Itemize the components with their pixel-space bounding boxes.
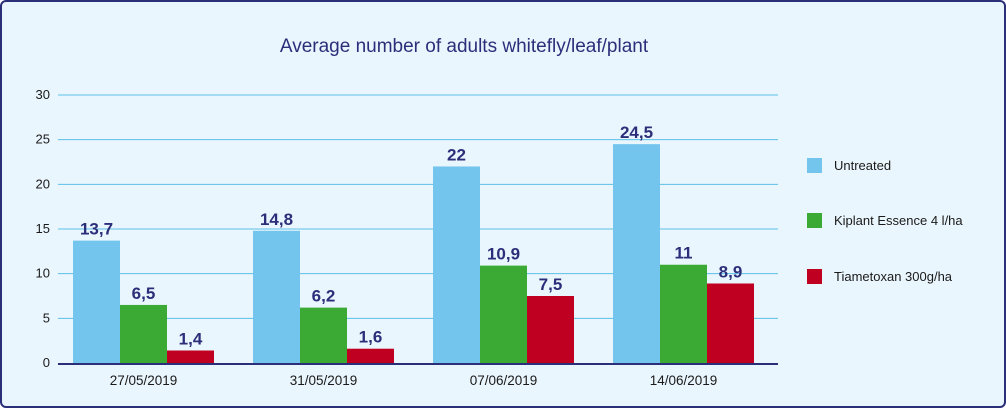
legend-swatch-2	[807, 213, 822, 228]
data-label: 10,9	[487, 245, 520, 264]
legend-label-1: Untreated	[834, 158, 891, 173]
y-tick-label: 25	[36, 132, 50, 147]
data-label: 1,4	[179, 329, 203, 348]
bar-1-2	[253, 230, 300, 363]
data-label: 14,8	[260, 210, 293, 229]
data-labels: 13,7 6,5 1,4 14,8 6,2 1,6 22 10,9 7,5 24,5 11 8,9	[80, 123, 742, 348]
chart-title: Average number of adults whitefly/leaf/p…	[280, 36, 649, 57]
legend-swatch-1	[807, 158, 822, 173]
bar-2-4	[660, 264, 707, 363]
data-label: 13,7	[80, 220, 113, 239]
bar-2-2	[300, 307, 347, 363]
x-tick-label: 07/06/2019	[470, 373, 538, 388]
bar-3-3	[527, 296, 574, 363]
y-tick-label: 30	[36, 87, 50, 102]
data-label: 6,5	[132, 284, 156, 303]
bar-1-1	[73, 240, 120, 363]
bar-1-4	[613, 144, 660, 363]
bar-3-1	[167, 350, 214, 363]
data-label: 1,6	[359, 328, 383, 347]
y-tick-label: 5	[43, 310, 50, 325]
y-tick-label: 10	[36, 266, 50, 281]
y-tick-label: 0	[43, 355, 50, 370]
x-tick-label: 31/05/2019	[290, 373, 358, 388]
legend-swatch-3	[807, 269, 822, 284]
legend: Untreated Kiplant Essence 4 l/ha Tiametoxa…	[807, 158, 963, 284]
legend-label-3: Tiametoxan 300g/ha	[834, 269, 953, 284]
data-label: 22	[447, 145, 466, 164]
data-label: 24,5	[620, 123, 653, 142]
x-axis-ticks: 27/05/2019 31/05/2019 07/06/2019 14/06/2019	[110, 373, 718, 388]
bar-2-1	[120, 304, 167, 363]
x-tick-label: 27/05/2019	[110, 373, 178, 388]
gridlines	[58, 94, 778, 365]
x-tick-label: 14/06/2019	[650, 373, 718, 388]
bar-2-3	[480, 265, 527, 363]
data-label: 6,2	[312, 287, 336, 306]
y-axis-ticks: 0 5 10 15 20 25 30	[36, 87, 50, 370]
bar-1-3	[433, 166, 480, 363]
y-tick-label: 20	[36, 176, 50, 191]
y-tick-label: 15	[36, 221, 50, 236]
bar-3-4	[707, 283, 754, 363]
data-label: 8,9	[719, 262, 743, 281]
data-label: 11	[675, 244, 693, 263]
bars	[73, 144, 754, 363]
legend-label-2: Kiplant Essence 4 l/ha	[834, 213, 963, 228]
data-label: 7,5	[539, 275, 563, 294]
bar-3-2	[347, 348, 394, 363]
